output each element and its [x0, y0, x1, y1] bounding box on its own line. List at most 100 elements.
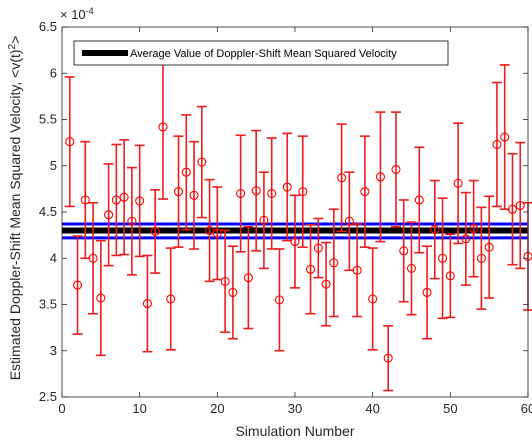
data-point — [96, 293, 106, 303]
data-point — [290, 237, 300, 247]
y-tick-label: 4.5 — [39, 204, 57, 219]
error-bar — [313, 217, 324, 279]
data-point — [500, 132, 510, 142]
error-bar — [103, 163, 114, 267]
error-bar — [212, 186, 223, 281]
y-axis-title: Estimated Doppler-Shift Mean Squared Vel… — [7, 36, 23, 381]
data-point — [360, 187, 370, 197]
data-point — [492, 139, 502, 150]
data-markers — [65, 122, 532, 363]
legend-box — [73, 40, 449, 66]
y-tick-label: 3.5 — [39, 297, 57, 312]
x-axis-title: Simulation Number — [235, 423, 354, 439]
error-bar — [328, 208, 339, 318]
data-point — [399, 246, 409, 256]
error-bar — [383, 324, 394, 392]
data-point — [173, 187, 184, 197]
data-point — [243, 273, 253, 283]
x-tick-label: 50 — [443, 401, 457, 416]
error-bar — [88, 201, 99, 315]
data-point — [274, 295, 285, 305]
data-point — [88, 253, 98, 263]
data-point — [119, 192, 129, 202]
data-point — [189, 190, 199, 200]
data-point — [197, 157, 207, 167]
data-point — [422, 287, 432, 298]
error-bar — [297, 135, 308, 248]
data-point — [72, 280, 83, 290]
error-bar — [367, 247, 378, 351]
error-bar — [165, 247, 176, 351]
y-tick-label: 5 — [50, 158, 57, 173]
error-bar — [95, 239, 106, 357]
error-bar — [460, 191, 471, 286]
error-bar — [375, 111, 386, 243]
exponent-label: × 10-4 — [60, 6, 94, 22]
data-point — [414, 195, 424, 205]
data-point — [228, 287, 238, 298]
data-point — [298, 187, 308, 197]
error-bar — [251, 129, 262, 252]
data-point — [135, 196, 145, 206]
error-bar — [173, 135, 184, 248]
ticks: 0 10 20 30 40 50 60 2.5 3 3.5 4 4.5 5 5.5 6 6.5 — [39, 19, 532, 416]
error-bar — [72, 235, 83, 335]
error-bar — [274, 248, 285, 352]
data-point — [515, 200, 525, 211]
error-bar — [491, 81, 502, 208]
x-tick-label: 10 — [132, 401, 146, 416]
error-bar — [181, 114, 192, 231]
data-point — [469, 224, 479, 234]
x-tick-label: 20 — [210, 401, 224, 416]
data-point — [166, 294, 176, 304]
error-bar — [150, 189, 161, 274]
error-bar — [111, 143, 122, 257]
error-bar — [321, 241, 332, 327]
error-bar — [359, 135, 370, 248]
error-bar — [352, 223, 363, 318]
data-point — [305, 264, 316, 274]
error-bar — [243, 226, 254, 330]
data-point — [212, 228, 222, 238]
error-bar — [437, 197, 448, 320]
data-point — [313, 243, 323, 253]
data-point — [127, 216, 137, 226]
error-bar — [134, 144, 145, 258]
error-bar — [429, 179, 440, 280]
error-bar — [484, 195, 495, 299]
error-bar — [476, 206, 487, 310]
error-bar — [258, 171, 269, 270]
error-bar — [445, 233, 456, 319]
data-point — [375, 172, 385, 182]
error-bar — [220, 229, 231, 334]
y-tick-label: 4 — [50, 250, 57, 265]
error-bar — [422, 245, 433, 340]
x-tick-label: 60 — [521, 401, 532, 416]
error-bar — [453, 122, 464, 245]
data-point — [507, 204, 518, 214]
error-bar — [64, 76, 75, 208]
data-point — [430, 225, 440, 235]
data-point — [344, 216, 354, 226]
error-bar — [406, 221, 417, 316]
data-point — [181, 167, 191, 177]
data-point — [406, 263, 417, 273]
error-bar — [119, 139, 130, 256]
data-point — [484, 242, 494, 252]
data-point — [461, 234, 471, 244]
data-point — [445, 271, 455, 281]
error-bar — [305, 224, 316, 315]
data-point — [282, 182, 292, 192]
error-bar — [235, 134, 246, 253]
data-point — [142, 299, 152, 309]
data-point — [438, 253, 448, 263]
error-bar — [126, 166, 137, 276]
data-point — [150, 226, 160, 236]
data-point — [80, 195, 90, 205]
error-bar — [142, 254, 153, 353]
legend-label: Average Value of Doppler-Shift Mean Squa… — [130, 48, 397, 60]
data-point — [259, 215, 269, 225]
data-point — [476, 253, 486, 263]
data-point — [104, 210, 114, 220]
